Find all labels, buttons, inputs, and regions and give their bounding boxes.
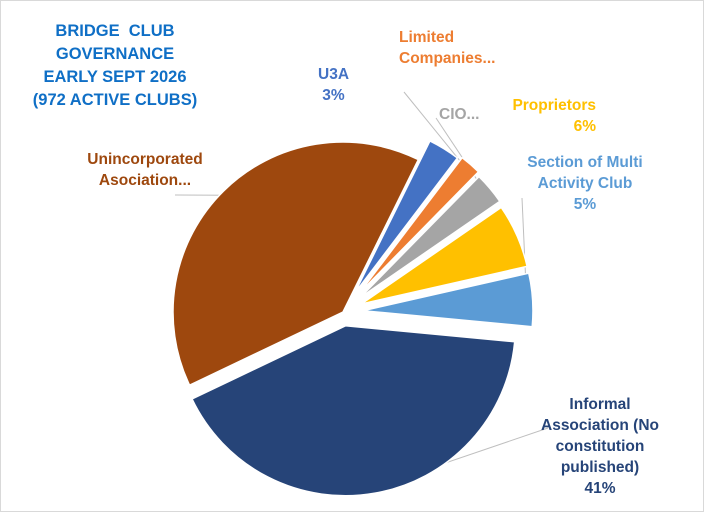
data-label-unincorporated: Unincorporated Asociation... [87,151,203,189]
pie-slice-informal [191,325,516,497]
title-line: EARLY SEPT 2026 [43,68,187,86]
pie-slice-u3a [353,139,459,294]
chart-title: BRIDGE CLUB GOVERNANCE EARLY SEPT 2026 (… [10,20,220,112]
data-label-proprietors: Proprietors 6% [512,97,596,135]
pie-slice-unincorporated [172,141,420,387]
pie-slice-section [362,272,534,328]
data-label-section-multi-activity: Section of Multi Activity Club 5% [527,154,643,213]
pie-slices [172,139,534,497]
data-label-limited-companies: Limited Companies... [399,29,496,67]
title-line: BRIDGE CLUB [55,22,175,40]
data-label-u3a: U3A 3% [318,66,350,104]
pie-slice-limited [358,156,480,294]
data-label-informal: Informal Association (No constitution pu… [541,396,659,497]
data-label-cio: CIO... [439,106,480,123]
title-line: (972 ACTIVE CLUBS) [32,91,198,109]
title-line: GOVERNANCE [55,45,175,63]
pie-slice-proprietors [360,206,528,305]
pie-slice-cio [359,175,501,299]
